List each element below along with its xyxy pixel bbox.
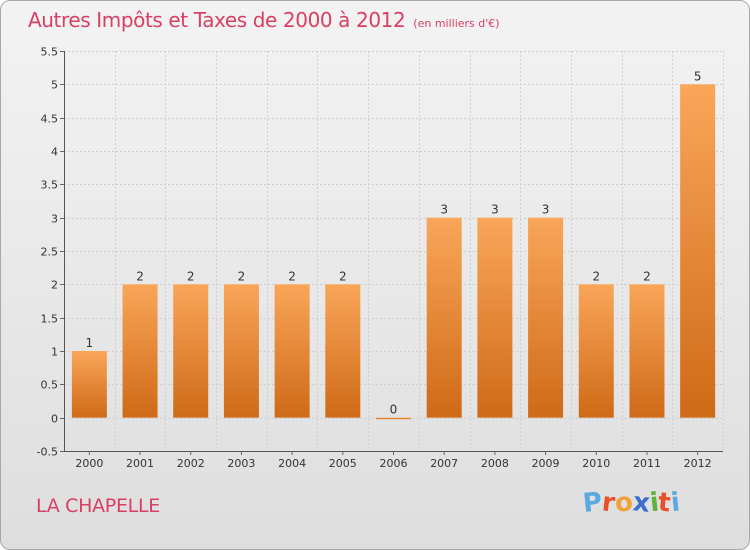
data-label-2008: 3 (491, 203, 499, 217)
data-label-2002: 2 (187, 269, 195, 283)
x-tick-labels: 2000 2001 2002 2003 2004 2005 2006 2007 2008 2009… (75, 457, 711, 470)
x-tick-label-2008: 2008 (481, 457, 509, 470)
y-tick-label: 1 (51, 346, 58, 359)
bar-2012 (680, 84, 716, 418)
bar-2007 (426, 217, 462, 418)
data-label-2000: 1 (86, 336, 94, 350)
chart-title: Autres Impôts et Taxes de 2000 à 2012 (en… (28, 8, 500, 32)
commune-name: LA CHAPELLE (36, 495, 160, 517)
x-tick-label-2007: 2007 (430, 457, 458, 470)
y-tick-label: 0.5 (41, 379, 59, 392)
bar-2009 (528, 217, 564, 418)
x-tick-label-2005: 2005 (329, 457, 357, 470)
data-label-2006: 0 (390, 403, 398, 417)
y-tick-label: -0.5 (37, 446, 58, 459)
data-label-2005: 2 (339, 269, 347, 283)
x-tick-label-2004: 2004 (278, 457, 306, 470)
axes (60, 51, 723, 455)
x-tick-label-2001: 2001 (126, 457, 154, 470)
y-tick-label: 2 (51, 279, 58, 292)
data-label-2003: 2 (238, 269, 246, 283)
bar-2004 (274, 284, 310, 418)
data-label-2001: 2 (136, 269, 144, 283)
data-label-2012: 5 (694, 69, 702, 83)
bar-2011 (629, 284, 665, 418)
y-tick-labels: -0.5 0 0.5 1 1.5 2 2.5 3 3.5 4 4.5 5 5.5 (37, 46, 58, 459)
data-label-2011: 2 (643, 269, 651, 283)
bar-2005 (325, 284, 361, 418)
data-label-2009: 3 (542, 203, 550, 217)
x-tick-label-2012: 2012 (684, 457, 712, 470)
data-label-2010: 2 (592, 269, 600, 283)
y-tick-label: 5 (51, 79, 58, 92)
bar-2000 (71, 351, 107, 418)
y-tick-label: 3 (51, 213, 58, 226)
x-tick-label-2010: 2010 (582, 457, 610, 470)
bar-2003 (223, 284, 259, 418)
y-tick-label: 0 (51, 413, 58, 426)
bar-2010 (578, 284, 614, 418)
chart-title-text: Autres Impôts et Taxes de 2000 à 2012 (28, 8, 406, 32)
y-tick-label: 5.5 (41, 46, 59, 59)
bar-2006 (376, 417, 411, 420)
y-tick-label: 1.5 (41, 313, 59, 326)
y-tick-label: 3.5 (41, 179, 59, 192)
x-tick-label-2011: 2011 (633, 457, 661, 470)
data-labels: 1 2 2 2 2 2 0 3 3 3 2 2 5 (86, 69, 702, 416)
bar-2002 (173, 284, 209, 418)
bar-2008 (477, 217, 513, 418)
x-tick-label-2002: 2002 (177, 457, 205, 470)
y-tick-label: 2.5 (41, 246, 59, 259)
x-tick-label-2006: 2006 (380, 457, 408, 470)
logo-letter: i (669, 487, 682, 519)
bar-2001 (122, 284, 158, 418)
data-label-2004: 2 (288, 269, 296, 283)
x-tick-label-2000: 2000 (75, 457, 103, 470)
y-tick-label: 4 (51, 146, 58, 159)
grid-lines (64, 51, 724, 452)
x-tick-label-2003: 2003 (227, 457, 255, 470)
data-label-2007: 3 (440, 203, 448, 217)
proxiti-logo[interactable]: Proxiti (581, 487, 682, 519)
chart-unit: (en milliers d'€) (413, 17, 500, 30)
y-tick-label: 4.5 (41, 113, 59, 126)
x-tick-label-2009: 2009 (532, 457, 560, 470)
bars (71, 84, 716, 420)
